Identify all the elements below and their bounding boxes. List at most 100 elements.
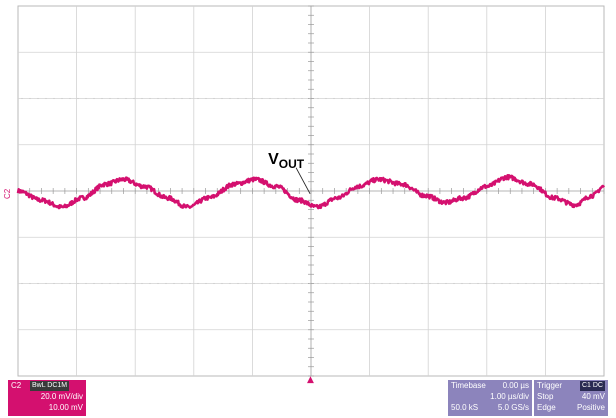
grid-dot bbox=[429, 97, 431, 100]
grid-dot bbox=[261, 282, 263, 285]
grid-dot bbox=[77, 282, 79, 285]
grid-dot bbox=[493, 282, 495, 285]
grid-dot bbox=[197, 97, 199, 100]
grid-dot bbox=[373, 97, 375, 100]
grid-dot bbox=[317, 97, 319, 100]
grid-dot bbox=[509, 97, 511, 100]
vout-trace bbox=[16, 174, 606, 210]
grid-dot bbox=[381, 282, 383, 285]
grid-dot bbox=[581, 282, 583, 285]
vout-label-main: V bbox=[268, 151, 279, 168]
grid-dot bbox=[221, 282, 223, 285]
grid-dot bbox=[581, 97, 583, 100]
grid-dot bbox=[469, 97, 471, 100]
grid-dot bbox=[37, 282, 39, 285]
grid-dot bbox=[413, 282, 415, 285]
grid-dot bbox=[21, 282, 23, 285]
grid-dot bbox=[157, 97, 159, 100]
grid-dot bbox=[149, 282, 151, 285]
grid-dot bbox=[429, 282, 431, 285]
channel-offset: 10.00 mV bbox=[48, 403, 83, 412]
grid-dot bbox=[125, 97, 127, 100]
grid-dot bbox=[85, 97, 87, 100]
graticule bbox=[17, 5, 605, 377]
grid-dot bbox=[317, 282, 319, 285]
grid-dot bbox=[165, 97, 167, 100]
grid-dot bbox=[213, 282, 215, 285]
grid-dot bbox=[597, 282, 599, 285]
grid-dot bbox=[141, 97, 143, 100]
grid-dot bbox=[325, 97, 327, 100]
grid-dot bbox=[397, 97, 399, 100]
vout-label-subscript: OUT bbox=[279, 157, 305, 171]
channel-coupling-tag: BwL DC1M bbox=[30, 381, 70, 391]
grid-dot bbox=[517, 282, 519, 285]
grid-dot bbox=[349, 97, 351, 100]
channel-label: C2 bbox=[11, 381, 22, 390]
grid-dot bbox=[421, 97, 423, 100]
grid-dot bbox=[181, 282, 183, 285]
grid-dot bbox=[245, 282, 247, 285]
grid-dot bbox=[309, 282, 311, 285]
grid-dot bbox=[381, 97, 383, 100]
grid-dot bbox=[141, 282, 143, 285]
grid-dot bbox=[109, 282, 111, 285]
grid-dot bbox=[445, 282, 447, 285]
grid-dot bbox=[341, 282, 343, 285]
channel-marker: C2 bbox=[3, 188, 12, 199]
grid-dot bbox=[261, 97, 263, 100]
grid-dot bbox=[37, 97, 39, 100]
grid-dot bbox=[157, 282, 159, 285]
channel-scale: 20.0 mV/div bbox=[40, 392, 83, 401]
grid-dot bbox=[445, 97, 447, 100]
grid-dot bbox=[493, 97, 495, 100]
grid-dot bbox=[173, 97, 175, 100]
trigger-mode: Stop bbox=[537, 392, 554, 401]
grid-dot bbox=[285, 282, 287, 285]
grid-dot bbox=[285, 97, 287, 100]
grid-dot bbox=[405, 97, 407, 100]
grid-dot bbox=[549, 282, 551, 285]
grid-dot bbox=[149, 97, 151, 100]
grid-dot bbox=[469, 282, 471, 285]
grid-dot bbox=[213, 97, 215, 100]
grid-dot bbox=[69, 97, 71, 100]
grid-dot bbox=[101, 282, 103, 285]
grid-dot bbox=[189, 97, 191, 100]
grid-dot bbox=[117, 282, 119, 285]
grid-dot bbox=[389, 97, 391, 100]
grid-dot bbox=[293, 282, 295, 285]
grid-dot bbox=[109, 97, 111, 100]
grid-dot bbox=[61, 97, 63, 100]
grid-dot bbox=[229, 97, 231, 100]
grid-dot bbox=[533, 282, 535, 285]
grid-dot bbox=[237, 97, 239, 100]
grid-dot bbox=[253, 97, 255, 100]
grid-dot bbox=[357, 282, 359, 285]
trigger-slope: Positive bbox=[576, 403, 605, 412]
grid-dot bbox=[205, 97, 207, 100]
grid-dot bbox=[309, 97, 311, 100]
grid-dot bbox=[509, 282, 511, 285]
grid-dot bbox=[349, 282, 351, 285]
grid-dot bbox=[541, 282, 543, 285]
grid-dot bbox=[93, 282, 95, 285]
channel-panel: C2 BwL DC1M 20.0 mV/div 10.00 mV bbox=[8, 380, 86, 416]
grid-dot bbox=[565, 282, 567, 285]
grid-dot bbox=[485, 97, 487, 100]
grid-dot bbox=[565, 97, 567, 100]
grid-dot bbox=[173, 282, 175, 285]
grid-dot bbox=[373, 282, 375, 285]
timebase-scale: 1.00 µs/div bbox=[490, 392, 529, 401]
grid-dot bbox=[293, 97, 295, 100]
grid-dot bbox=[589, 97, 591, 100]
grid-dot bbox=[101, 97, 103, 100]
timebase-panel: Timebase 0.00 µs 1.00 µs/div 50.0 kS 5.0… bbox=[448, 380, 532, 416]
grid-dot bbox=[133, 282, 135, 285]
grid-dot bbox=[365, 97, 367, 100]
trigger-level: 40 mV bbox=[581, 392, 605, 401]
grid-dot bbox=[269, 282, 271, 285]
grid-dot bbox=[93, 97, 95, 100]
grid-dot bbox=[597, 97, 599, 100]
